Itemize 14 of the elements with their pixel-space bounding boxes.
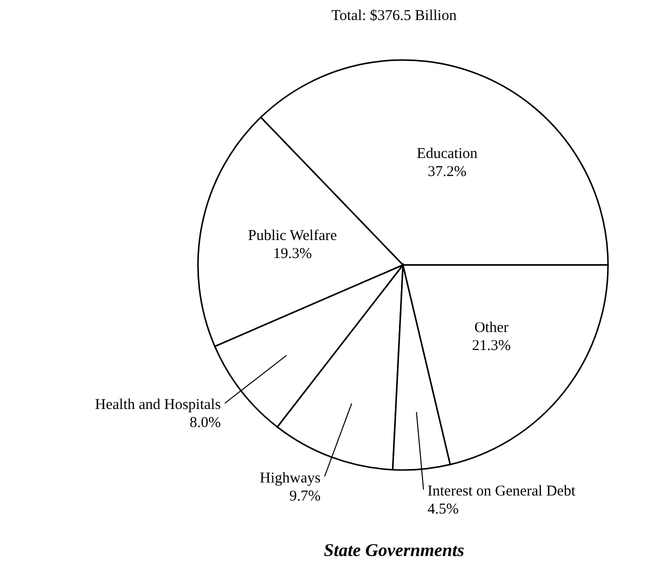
slice-label: Public Welfare: [248, 228, 338, 244]
data-label: 4.5%: [428, 502, 459, 518]
data-label: 9.7%: [289, 488, 321, 504]
data-label: 8.0%: [190, 415, 221, 432]
slice-label: Interest on General Debt: [428, 484, 576, 500]
slice-label: Education: [416, 146, 478, 162]
data-label: 21.3%: [472, 338, 511, 354]
text: State Governments: [322, 540, 466, 561]
data-label: 19.3%: [273, 246, 312, 262]
slice-label: Health and Hospitals: [95, 397, 221, 414]
data-label: 37.2%: [428, 164, 466, 180]
chart-title: Total: $376.5 Billion: [330, 8, 458, 26]
slice-label: Other: [474, 320, 509, 336]
slice-label: Highways: [260, 470, 321, 486]
